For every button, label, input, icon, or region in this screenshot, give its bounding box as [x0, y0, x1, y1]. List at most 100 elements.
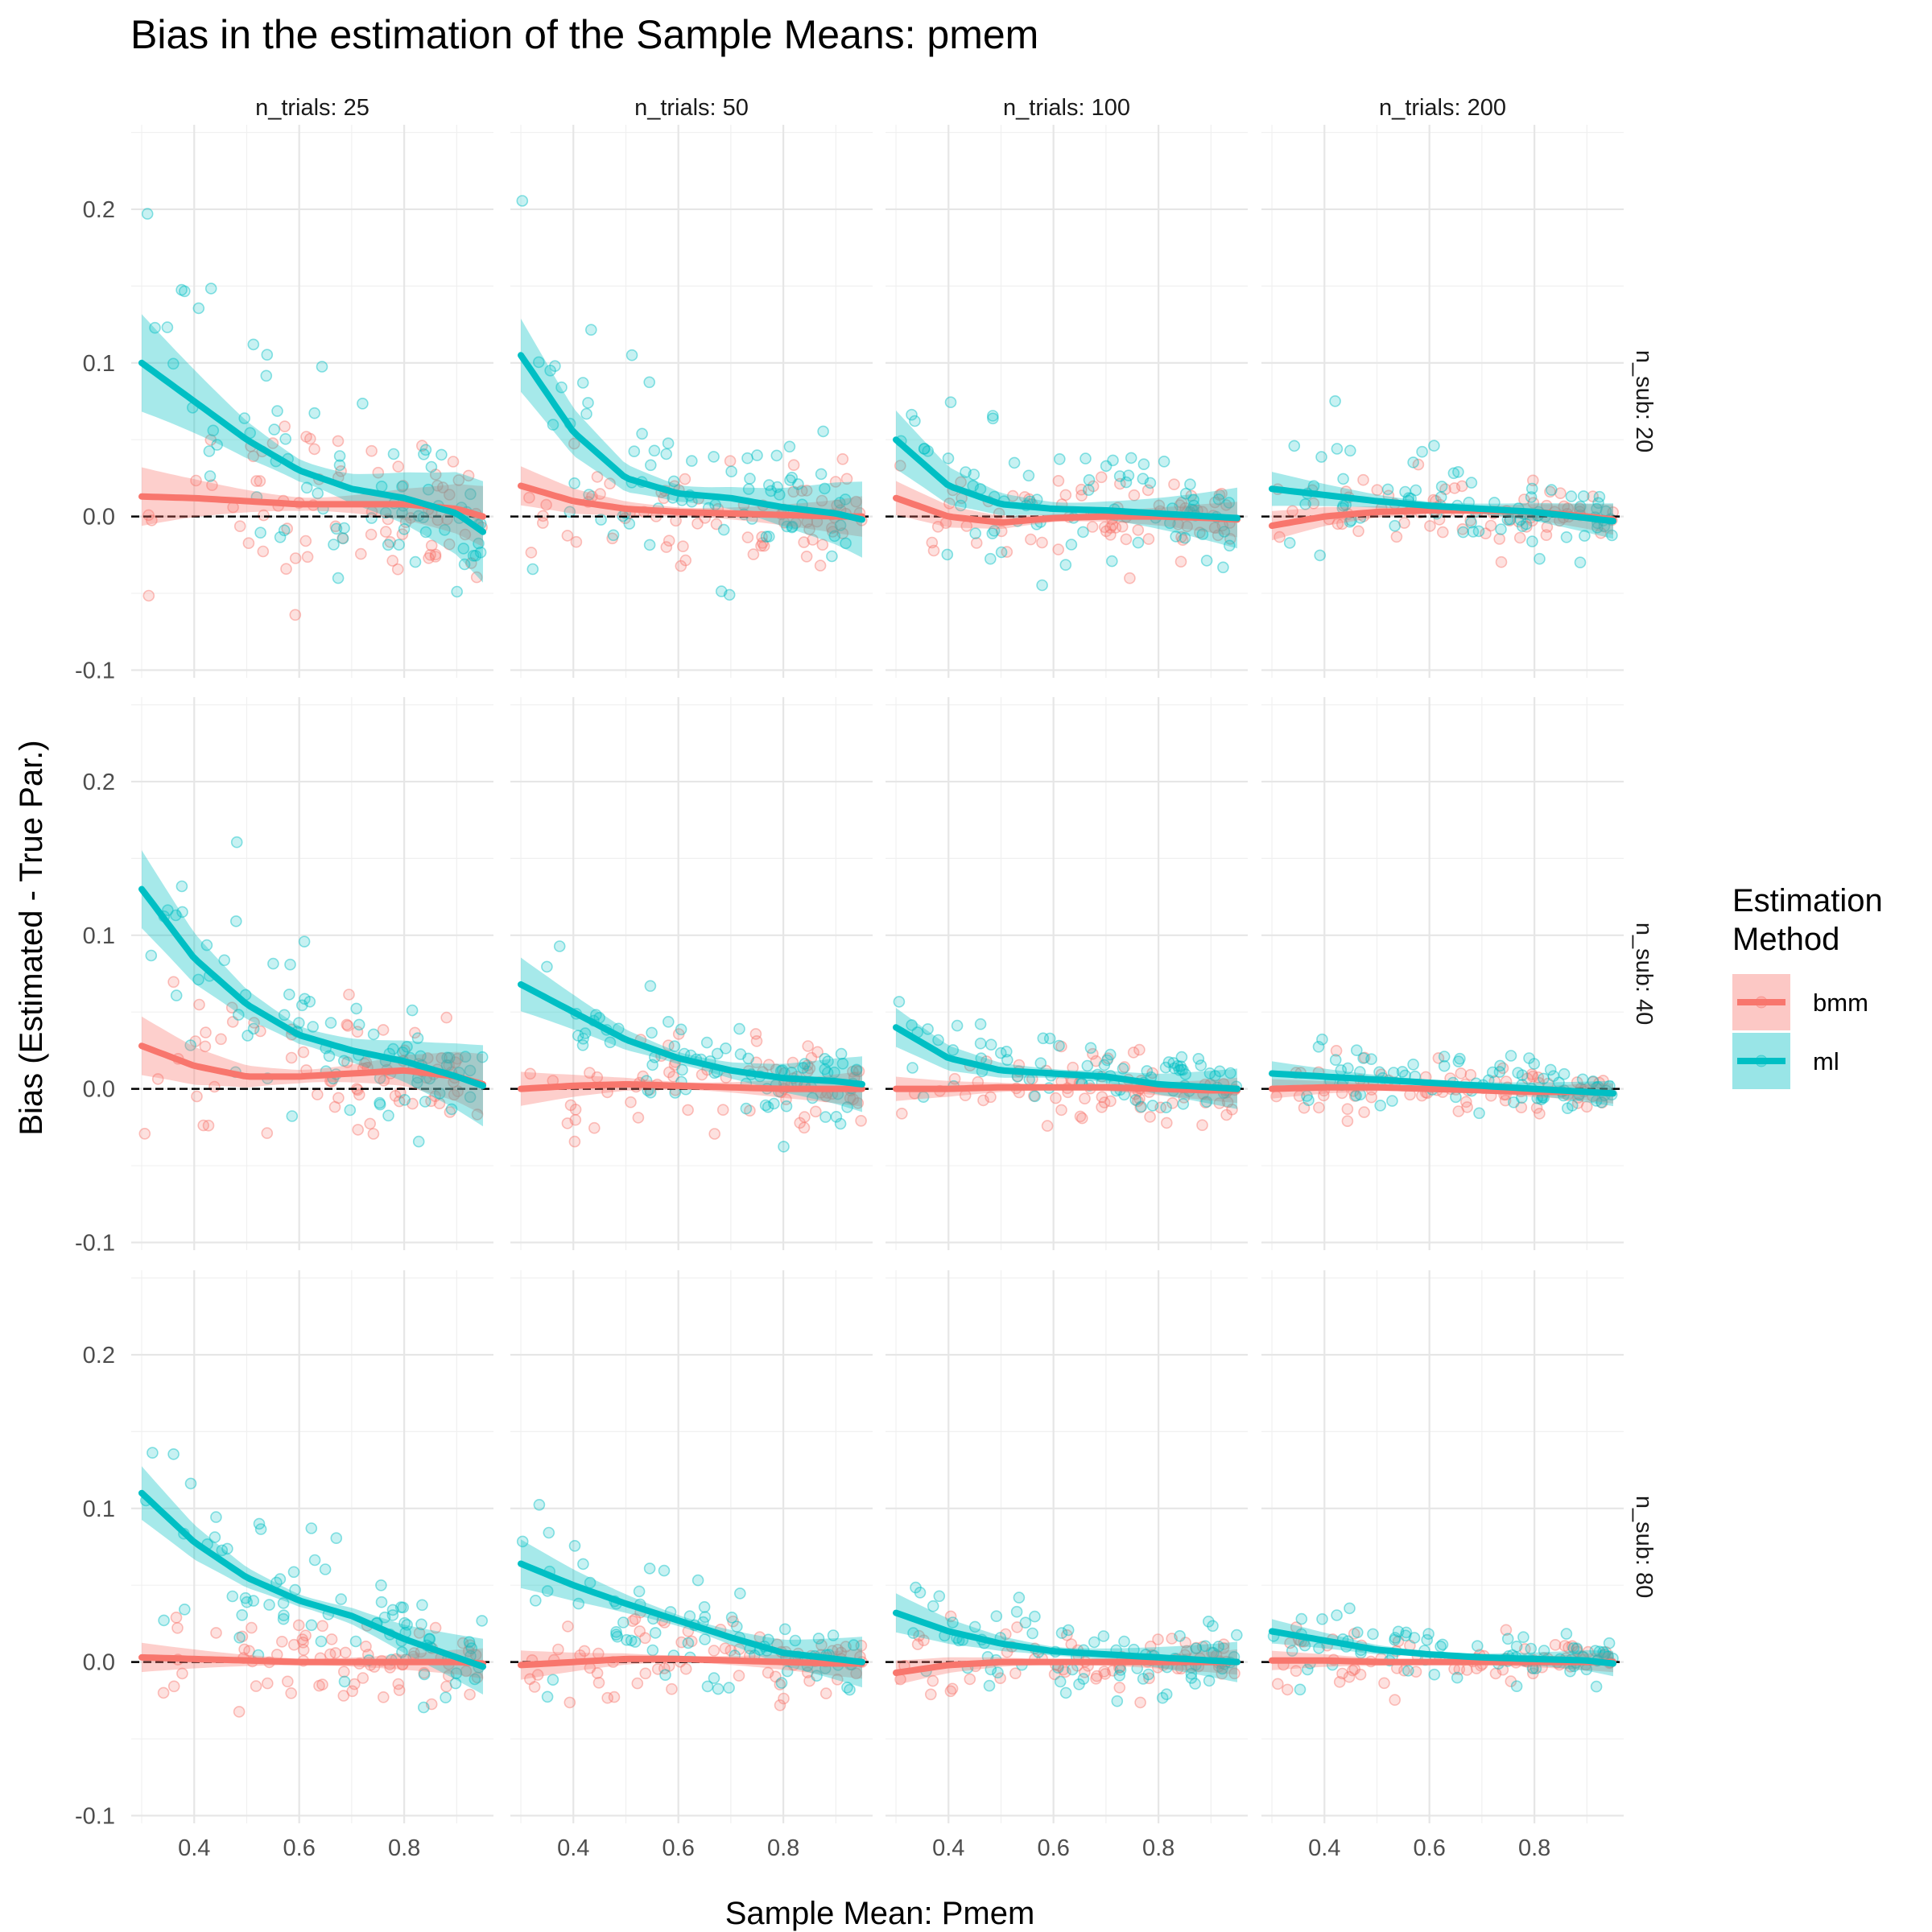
bmm-point [591, 471, 604, 483]
ml-point [646, 1644, 659, 1657]
ml-point [529, 1595, 542, 1607]
ml-point [277, 1612, 290, 1625]
bmm-point [1341, 1103, 1354, 1115]
bmm-point [1571, 1645, 1583, 1658]
ml-point [1084, 1042, 1097, 1055]
ml-point [467, 549, 480, 562]
bmm-point [1213, 489, 1226, 502]
bmm-point [1596, 1096, 1608, 1108]
bmm-point [1132, 524, 1145, 536]
bmm-point [708, 1128, 721, 1140]
bmm-point [744, 1104, 756, 1117]
ml-point [440, 1691, 452, 1703]
ml-point [985, 1038, 997, 1051]
bmm-point [157, 1686, 170, 1699]
ml-point [344, 1104, 357, 1117]
bmm-point [189, 1035, 202, 1047]
ml-point [1054, 452, 1066, 465]
ml-point [568, 477, 580, 489]
bmm-point [1127, 1046, 1140, 1059]
x-tick-label: 0.4 [932, 1835, 964, 1861]
bmm-point [1290, 1665, 1302, 1677]
bmm-point [918, 1634, 930, 1646]
ml-point [1525, 1642, 1538, 1655]
facet-panel: 0.4 0.6 0.8 [510, 1270, 873, 1861]
bmm-point [394, 1087, 407, 1099]
ml-point [1170, 530, 1182, 543]
ml-point [659, 1669, 671, 1681]
facet-panel [886, 697, 1248, 1250]
ml-point [1472, 525, 1485, 538]
panel-data [510, 195, 873, 601]
y-tick-label: 0.2 [83, 770, 115, 795]
bmm-point [1217, 1642, 1230, 1654]
bmm-point [332, 1092, 345, 1104]
ml-point [1189, 1678, 1201, 1690]
bmm-point [1079, 1666, 1091, 1678]
ml-point [1571, 1642, 1583, 1654]
bmm-point [724, 1644, 737, 1657]
ml-point [1454, 1052, 1466, 1065]
ml-point [590, 1009, 602, 1021]
ml-point [267, 957, 279, 970]
ml-point [274, 1573, 287, 1585]
ml-point [1019, 1616, 1032, 1629]
bmm-point [341, 1018, 353, 1031]
bmm-point [894, 460, 906, 472]
ml-point [263, 1599, 275, 1611]
bmm-point [774, 1678, 786, 1690]
ml-point [412, 1135, 425, 1148]
ml-point [451, 585, 464, 598]
ml-point [1574, 556, 1587, 569]
ml-point [792, 478, 804, 490]
ml-point [675, 1023, 687, 1036]
ml-point [1566, 1100, 1579, 1112]
bmm-point [840, 1641, 852, 1653]
bmm-point [462, 469, 475, 482]
ml-point [1597, 1646, 1609, 1658]
ml-point [698, 1601, 711, 1613]
ml-point [649, 1627, 662, 1639]
bmm-point [696, 1068, 708, 1081]
bmm-point [1036, 536, 1048, 549]
ml-point [1603, 1637, 1616, 1649]
bmm-point [591, 1667, 604, 1679]
ml-point [621, 1633, 633, 1646]
ml-point [830, 1111, 843, 1123]
ml-point [584, 324, 597, 336]
ml-point [277, 1597, 290, 1609]
bmm-point [913, 1629, 925, 1642]
ml-point [547, 419, 559, 431]
bmm-point [470, 571, 483, 584]
ml-point [1104, 1048, 1117, 1061]
ml-point [699, 1633, 711, 1645]
ml-point [268, 423, 281, 436]
bmm-point [798, 1121, 811, 1134]
bmm-point [357, 1672, 369, 1684]
ml-point [1547, 1070, 1560, 1082]
ml-point [1331, 443, 1344, 455]
ml-point [740, 1102, 753, 1115]
ml-point [610, 1629, 622, 1641]
ml-point [1168, 1062, 1181, 1075]
panel-data [510, 1499, 873, 1711]
ml-point [986, 527, 999, 540]
bmm-point [523, 491, 535, 504]
bmm-point [1055, 1104, 1067, 1117]
bmm-point [281, 1675, 294, 1688]
bmm-point [803, 523, 815, 535]
ml-point [1013, 1591, 1026, 1604]
ml-point [625, 1634, 638, 1647]
bmm-point [675, 559, 687, 572]
facet-row-label: n_sub: 80 [1631, 1496, 1657, 1598]
bmm-point [464, 1639, 477, 1651]
bmm-point [1114, 477, 1126, 490]
bmm-point [770, 1670, 782, 1683]
ml-point [476, 1615, 489, 1627]
ml-point [760, 530, 773, 543]
ml-point [819, 1111, 832, 1123]
ml-point [1365, 1053, 1377, 1065]
bmm-point [1132, 1095, 1144, 1108]
ml-point [1538, 1072, 1550, 1085]
bmm-point [248, 1017, 260, 1029]
